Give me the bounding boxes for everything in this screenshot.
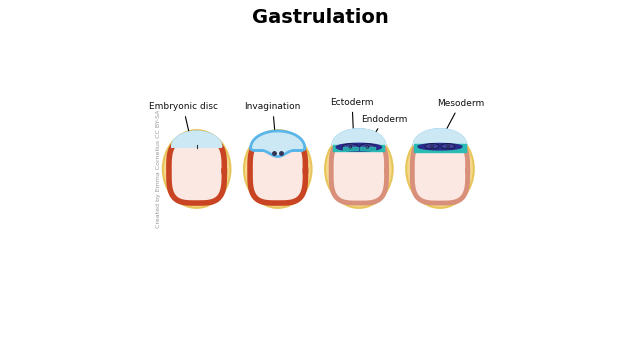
Polygon shape (332, 129, 385, 145)
Text: Created by Emma Cornelius CC BY-SA: Created by Emma Cornelius CC BY-SA (156, 110, 161, 228)
Text: Gastrulation: Gastrulation (252, 8, 388, 27)
Polygon shape (412, 139, 468, 203)
Polygon shape (332, 129, 385, 145)
Ellipse shape (343, 144, 358, 149)
Polygon shape (413, 129, 467, 145)
Text: Ectoderm: Ectoderm (330, 98, 374, 134)
Ellipse shape (244, 130, 312, 208)
Polygon shape (331, 139, 387, 203)
Polygon shape (253, 133, 303, 154)
Ellipse shape (163, 130, 230, 208)
Text: Invagination: Invagination (244, 102, 301, 149)
Polygon shape (172, 131, 221, 147)
Polygon shape (413, 129, 467, 145)
Polygon shape (172, 131, 221, 147)
Polygon shape (169, 139, 225, 203)
Polygon shape (332, 129, 385, 145)
Polygon shape (250, 139, 305, 203)
Text: Mesoderm: Mesoderm (436, 99, 484, 144)
Text: Endoderm: Endoderm (361, 115, 408, 145)
Ellipse shape (441, 144, 455, 149)
Ellipse shape (406, 130, 474, 208)
Ellipse shape (425, 144, 439, 149)
Text: Embryonic disc: Embryonic disc (148, 102, 218, 136)
Polygon shape (172, 131, 221, 147)
Polygon shape (418, 144, 462, 150)
Ellipse shape (325, 130, 393, 208)
Polygon shape (336, 143, 381, 151)
Polygon shape (253, 133, 303, 154)
Polygon shape (413, 129, 467, 145)
Ellipse shape (360, 144, 375, 149)
